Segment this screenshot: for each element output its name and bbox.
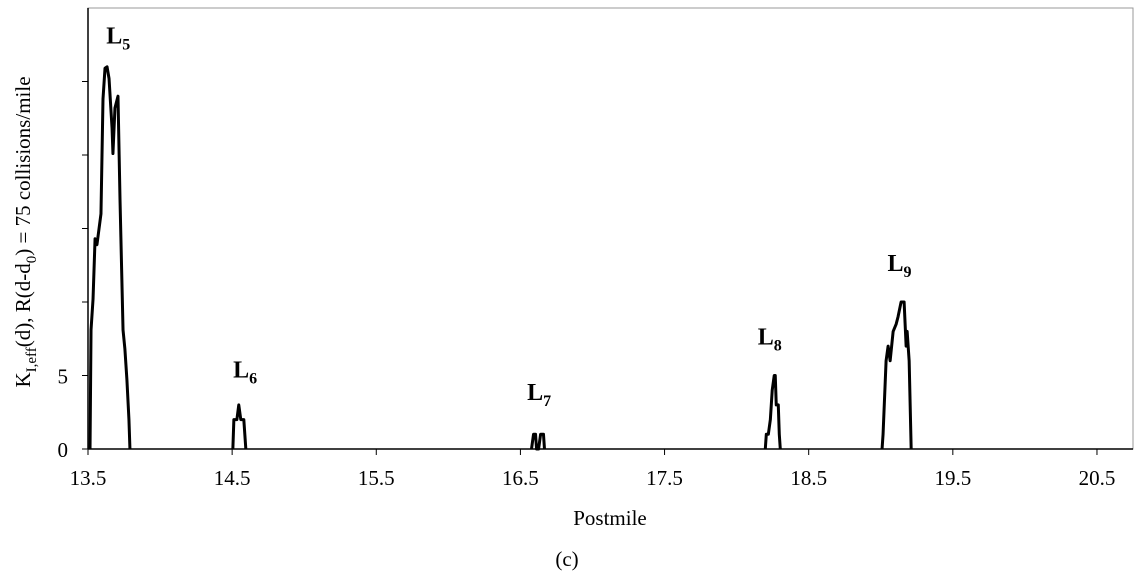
- annotation: L8: [758, 325, 782, 355]
- y-axis-label: KI,eff(d), R(d-d0) = 75 collisions/mile: [11, 76, 40, 387]
- annotation-text: L: [106, 23, 122, 49]
- y-label-part: ) = 75 collisions/mile: [11, 76, 35, 255]
- annotation: L5: [106, 23, 130, 53]
- x-axis-label: Postmile: [573, 506, 647, 530]
- x-tick-label: 18.5: [790, 466, 827, 490]
- annotation-text: L: [758, 325, 774, 351]
- x-tick-label: 14.5: [214, 466, 251, 490]
- y-label-sub: 0: [24, 256, 40, 264]
- y-label-sub: I,eff: [24, 347, 40, 372]
- annotation-sub: 7: [543, 393, 551, 410]
- x-tick-label: 13.5: [70, 466, 107, 490]
- annotation: L7: [527, 380, 551, 410]
- annotation: L9: [887, 251, 911, 281]
- data-line: [88, 65, 913, 451]
- y-tick-label: 5: [58, 365, 69, 389]
- x-tick-label: 16.5: [502, 466, 539, 490]
- annotation-sub: 6: [249, 371, 257, 388]
- x-tick-label: 20.5: [1079, 466, 1116, 490]
- annotation-sub: 5: [122, 36, 130, 53]
- x-tick-label: 17.5: [646, 466, 683, 490]
- annotation-text: L: [233, 358, 249, 384]
- annotation: L6: [233, 358, 257, 388]
- y-tick-label: 0: [58, 438, 69, 462]
- x-tick-label: 19.5: [934, 466, 971, 490]
- annotation-sub: 8: [774, 338, 782, 355]
- y-label-part: K: [11, 372, 35, 387]
- caption: (c): [555, 547, 578, 571]
- y-label-part: (d), R(d-d: [11, 263, 35, 347]
- annotation-text: L: [527, 380, 543, 406]
- x-tick-label: 15.5: [358, 466, 395, 490]
- annotation-sub: 9: [904, 264, 912, 281]
- annotation-text: L: [887, 251, 903, 277]
